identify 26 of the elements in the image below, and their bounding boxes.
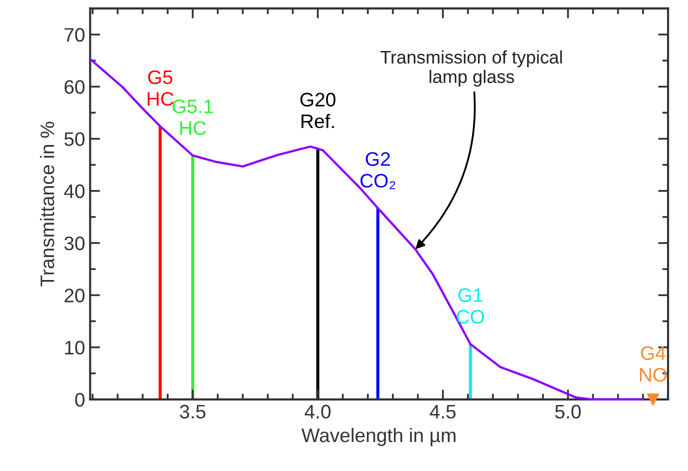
x-tick-label: 3.5 — [180, 404, 206, 419]
y-tick-label: 60 — [64, 80, 85, 94]
bar — [316, 148, 320, 400]
bar — [158, 126, 162, 400]
y-tick-label: 10 — [65, 340, 85, 355]
y-tick-label: 70 — [64, 28, 85, 42]
x-tick-label: 5.0 — [555, 404, 581, 419]
series-label: G4 NO — [640, 346, 667, 382]
bar — [468, 344, 472, 400]
series-label: G1 CO — [456, 288, 484, 324]
series-label: G5 HC — [148, 70, 174, 106]
annotation: Transmission of typical lamp glass — [380, 50, 562, 87]
bar — [191, 155, 194, 400]
series-label: G2 CO₂ — [360, 152, 396, 190]
y-tick-label: 40 — [64, 184, 85, 198]
y-tick-label: 0 — [75, 392, 85, 407]
series-label: G5.1 HC — [172, 100, 213, 135]
series-label: G20 Ref. — [300, 92, 336, 128]
bar — [376, 208, 380, 400]
x-tick-label: 4.0 — [304, 404, 331, 419]
y-tick-label: 30 — [64, 236, 85, 250]
y-tick-label: 20 — [64, 288, 85, 302]
y-tick-label: 50 — [64, 132, 85, 146]
y-axis-title: Transmittance in % — [40, 122, 54, 286]
x-axis-title: Wavelength in µm — [302, 428, 456, 446]
x-tick-label: 4.5 — [430, 404, 456, 419]
